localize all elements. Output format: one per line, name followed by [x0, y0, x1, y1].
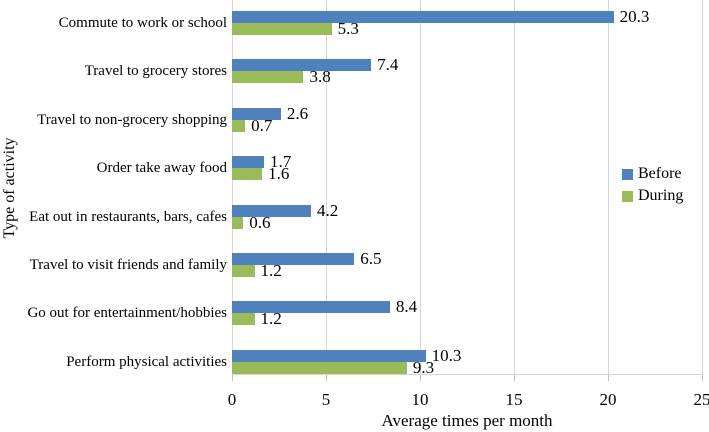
- bar-during: [232, 313, 255, 326]
- value-label: 0.7: [251, 115, 273, 135]
- gridline: [702, 0, 703, 374]
- bar-during: [232, 119, 246, 132]
- category-label: Travel to non-grocery shopping: [37, 111, 227, 128]
- bar-before: [232, 349, 426, 362]
- legend-label-before: Before: [638, 165, 682, 182]
- bar-before: [232, 204, 311, 217]
- category-label: Eat out in restaurants, bars, cafes: [29, 208, 227, 225]
- value-label: 1.7: [269, 152, 292, 172]
- gridline: [420, 0, 421, 374]
- bar-before: [232, 107, 281, 120]
- value-label: 6.5: [360, 249, 382, 268]
- legend-swatch-during: [622, 190, 633, 202]
- value-label: 8.4: [395, 297, 418, 317]
- value-label: 7.4: [377, 55, 399, 75]
- category-label: Travel to visit friends and family: [29, 257, 227, 273]
- x-axis-line: [232, 374, 702, 375]
- axis-tickmark: [608, 374, 609, 381]
- value-label: 9.3: [412, 357, 435, 377]
- value-label: 2.6: [286, 103, 309, 123]
- category-label: Go out for entertainment/hobbies: [27, 305, 227, 322]
- value-label: 1.2: [260, 309, 282, 329]
- bar-before: [232, 253, 355, 265]
- gridline: [514, 0, 515, 374]
- bar-during: [232, 216, 244, 229]
- axis-tickmark: [326, 374, 327, 381]
- category-label: Commute to work or school: [58, 15, 227, 31]
- axis-tickmark: [514, 374, 515, 381]
- legend-swatch-before: [622, 168, 633, 180]
- value-label: 3.8: [309, 67, 331, 87]
- value-label: 0.6: [249, 212, 271, 232]
- bar-during: [232, 265, 255, 277]
- gridline: [326, 0, 327, 374]
- gridline: [608, 0, 609, 374]
- x-tick-label: 15: [505, 390, 523, 409]
- x-tick-label: 10: [411, 390, 429, 409]
- value-label: 1.6: [268, 164, 290, 184]
- legend-label-during: During: [638, 187, 684, 204]
- bar-before: [232, 156, 264, 169]
- bar-before: [232, 59, 372, 72]
- value-label: 1.2: [260, 261, 282, 280]
- bar-during: [232, 361, 407, 374]
- x-tick-label: 25: [693, 390, 709, 409]
- bar-before: [232, 11, 614, 23]
- bar-during: [232, 23, 332, 35]
- x-tick-label: 5: [321, 390, 331, 409]
- axis-tickmark: [232, 374, 233, 381]
- x-tick-label: 20: [599, 390, 617, 409]
- category-label: Order take away food: [96, 160, 227, 177]
- bar-before: [232, 301, 390, 314]
- value-label: 4.2: [316, 200, 339, 220]
- value-label: 10.3: [431, 345, 462, 365]
- axis-tickmark: [420, 374, 421, 381]
- category-label: Travel to grocery stores: [84, 63, 227, 80]
- x-axis-title: Average times per month: [381, 411, 553, 430]
- gridline: [232, 0, 233, 374]
- legend-item-during: During: [622, 185, 683, 207]
- value-label: 5.3: [337, 19, 359, 38]
- legend-item-before: Before: [622, 163, 683, 185]
- axis-tickmark: [702, 374, 703, 381]
- category-label: Perform physical activities: [66, 353, 227, 370]
- x-tick-label: 0: [227, 390, 237, 409]
- plot-area: 20.3 5.3 7.4 3.8 2.6 0.7 1.7 1.6 4.2 0.6 6.5 1.2 8.4…: [232, 0, 703, 382]
- bar-during: [232, 168, 263, 181]
- bar-during: [232, 71, 304, 84]
- value-label: 20.3: [619, 7, 650, 26]
- legend: Before During: [622, 163, 683, 207]
